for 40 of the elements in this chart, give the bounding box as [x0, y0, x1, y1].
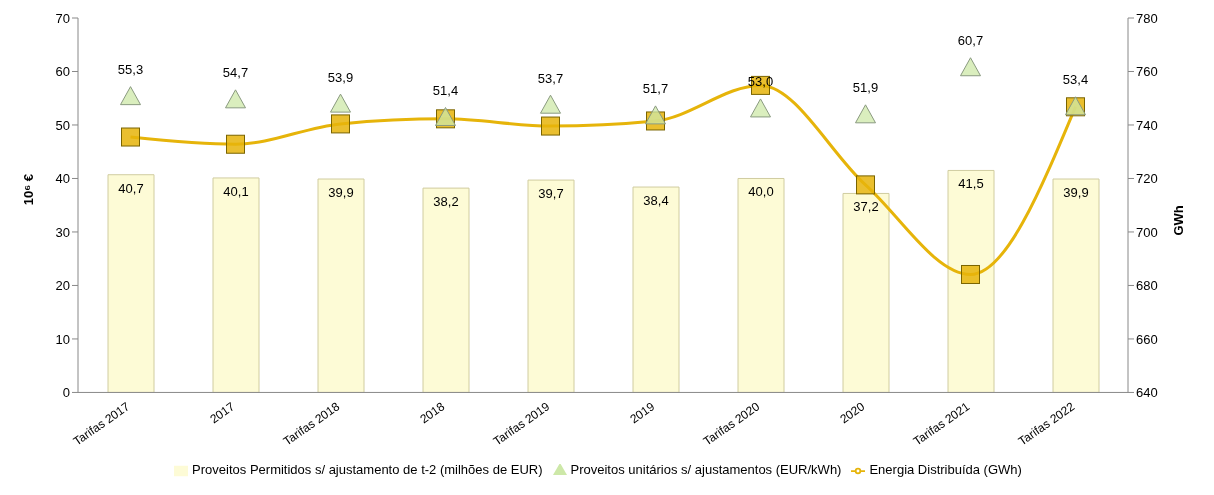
data-label: 53,7: [537, 70, 564, 86]
y2-axis-title: GWh: [1170, 205, 1186, 236]
y-tick-label: 70: [55, 10, 70, 26]
y-tick-label: 50: [55, 117, 70, 133]
data-label: 51,7: [642, 81, 669, 97]
y-tick-label: 10: [55, 331, 70, 347]
data-label: 55,3: [117, 62, 144, 78]
y2-tick-label: 780: [1136, 10, 1158, 26]
y-tick-label: 60: [55, 64, 70, 80]
data-label: 40,7: [118, 180, 144, 196]
data-label: 38,2: [433, 194, 459, 210]
y2-tick-label: 720: [1136, 171, 1158, 187]
y-tick-label: 40: [55, 171, 70, 187]
data-label: 54,7: [222, 65, 249, 81]
legend-label: Proveitos unitários s/ ajustamentos (EUR/kWh): [570, 462, 842, 478]
data-label: 38,4: [643, 193, 669, 209]
data-label: 53,4: [1062, 72, 1089, 88]
data-label: 39,9: [1063, 185, 1089, 201]
data-label: 40,1: [223, 183, 249, 199]
y2-tick-label: 640: [1136, 385, 1158, 401]
y2-tick-label: 660: [1136, 331, 1158, 347]
y-tick-label: 20: [55, 278, 70, 294]
y2-tick-label: 700: [1136, 224, 1158, 240]
y-tick-label: 30: [55, 224, 70, 240]
data-label: 53,9: [327, 69, 354, 85]
legend-label: Energia Distribuída (GWh): [869, 462, 1022, 478]
data-label: 41,5: [958, 176, 984, 192]
y-tick-label: 0: [62, 385, 70, 401]
y-axis-title: 10⁶ €: [20, 173, 36, 206]
y2-tick-label: 680: [1136, 278, 1158, 294]
data-label: 51,9: [852, 80, 879, 96]
y2-tick-label: 740: [1136, 117, 1158, 133]
y2-tick-label: 760: [1136, 64, 1158, 80]
data-label: 37,2: [853, 199, 879, 215]
data-label: 40,0: [748, 184, 774, 200]
legend-label: Proveitos Permitidos s/ ajustamento de t-2 (milhões de EUR): [192, 462, 543, 478]
data-label: 39,9: [328, 185, 354, 201]
data-label: 60,7: [957, 33, 984, 49]
data-label: 39,7: [538, 186, 564, 202]
data-label: 51,4: [432, 82, 459, 98]
